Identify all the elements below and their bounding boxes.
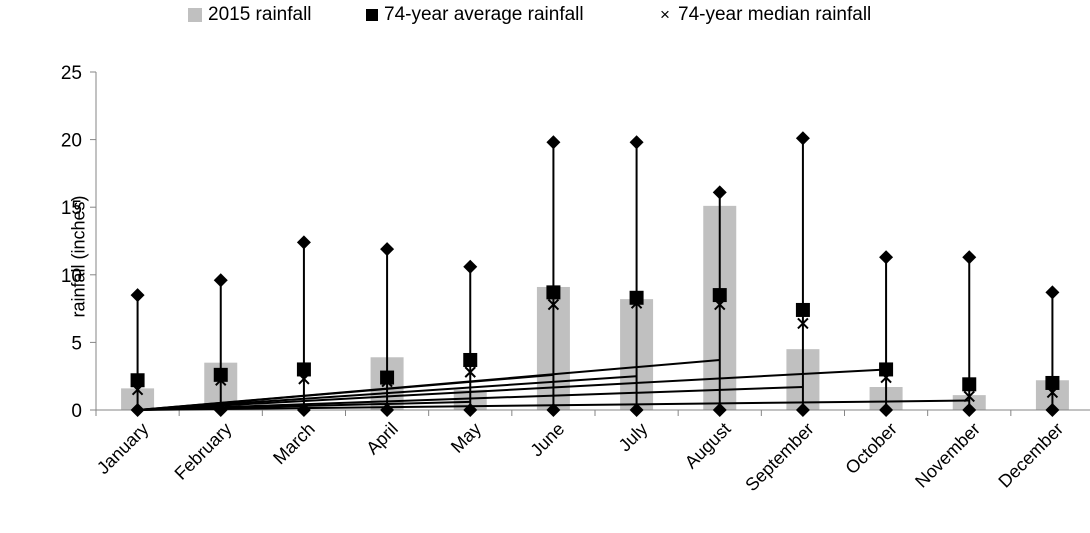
- legend-item-2015: 2015 rainfall: [188, 4, 312, 26]
- y-tick-label-10: 10: [61, 266, 82, 287]
- legend-label-average: 74-year average rainfall: [384, 4, 584, 25]
- x-tick-label-august: August: [681, 419, 735, 473]
- average-marker-january: [130, 373, 145, 388]
- average-marker-september: [795, 302, 810, 317]
- y-tick-label-25: 25: [61, 63, 82, 84]
- x-tick-label-june: June: [526, 419, 568, 461]
- median-marker-june: [547, 298, 560, 311]
- min-marker-july: [629, 403, 644, 417]
- y-tick-label-0: 0: [71, 401, 82, 422]
- connector-line-october: [137, 368, 887, 411]
- max-marker-june: [546, 135, 561, 150]
- x-tick-label-november: November: [911, 419, 984, 492]
- x-tick-label-march: March: [269, 419, 319, 469]
- max-marker-april: [380, 242, 395, 257]
- x-tick-label-april: April: [362, 419, 402, 459]
- x-tick-label-may: May: [447, 419, 485, 457]
- max-marker-january: [130, 288, 145, 303]
- legend-item-average: 74-year average rainfall: [366, 4, 584, 26]
- legend-label-median: 74-year median rainfall: [678, 4, 872, 25]
- min-marker-april: [380, 403, 395, 417]
- max-marker-october: [879, 250, 894, 265]
- min-marker-may: [463, 403, 478, 417]
- max-marker-may: [463, 259, 478, 274]
- y-tick-label-5: 5: [71, 333, 82, 354]
- min-marker-august: [712, 403, 727, 417]
- average-marker-november: [962, 377, 977, 392]
- median-marker-may: [464, 366, 476, 378]
- average-marker-august: [712, 288, 727, 303]
- min-marker-october: [879, 403, 894, 417]
- median-marker-september: [797, 317, 809, 330]
- x-tick-label-october: October: [841, 419, 900, 478]
- chart-legend: 2015 rainfall 74-year average rainfall ×…: [0, 4, 1090, 32]
- median-marker-november: [963, 390, 975, 403]
- x-tick-label-december: December: [994, 419, 1067, 492]
- min-marker-june: [546, 403, 561, 417]
- legend-item-median: × 74-year median rainfall: [658, 4, 871, 26]
- max-marker-september: [795, 131, 810, 146]
- min-marker-january: [130, 403, 145, 417]
- max-marker-december: [1045, 285, 1060, 300]
- legend-bar-swatch: [188, 8, 202, 22]
- min-marker-march: [296, 403, 311, 417]
- average-marker-june: [546, 285, 561, 300]
- average-marker-december: [1045, 375, 1060, 390]
- y-tick-label-15: 15: [61, 198, 82, 219]
- average-marker-march: [296, 362, 311, 377]
- average-marker-october: [879, 362, 894, 377]
- average-marker-april: [380, 370, 395, 385]
- legend-square-swatch: [366, 9, 378, 21]
- legend-label-2015: 2015 rainfall: [208, 4, 312, 25]
- legend-cross-swatch: ×: [660, 5, 670, 24]
- average-marker-may: [463, 352, 478, 367]
- x-tick-label-february: February: [171, 419, 236, 484]
- min-marker-november: [962, 403, 977, 417]
- y-tick-label-20: 20: [61, 131, 82, 152]
- x-tick-label-september: September: [741, 419, 817, 495]
- max-marker-november: [962, 250, 977, 265]
- average-marker-july: [629, 290, 644, 305]
- x-tick-label-july: July: [615, 419, 652, 456]
- max-marker-august: [712, 185, 727, 200]
- min-marker-september: [795, 403, 810, 417]
- average-marker-february: [213, 367, 228, 382]
- min-marker-february: [213, 403, 228, 417]
- connector-line-august: [137, 358, 720, 411]
- min-marker-december: [1045, 403, 1060, 417]
- max-marker-march: [296, 235, 311, 250]
- x-tick-label-january: January: [93, 419, 152, 478]
- max-marker-july: [629, 135, 644, 150]
- max-marker-february: [213, 273, 228, 288]
